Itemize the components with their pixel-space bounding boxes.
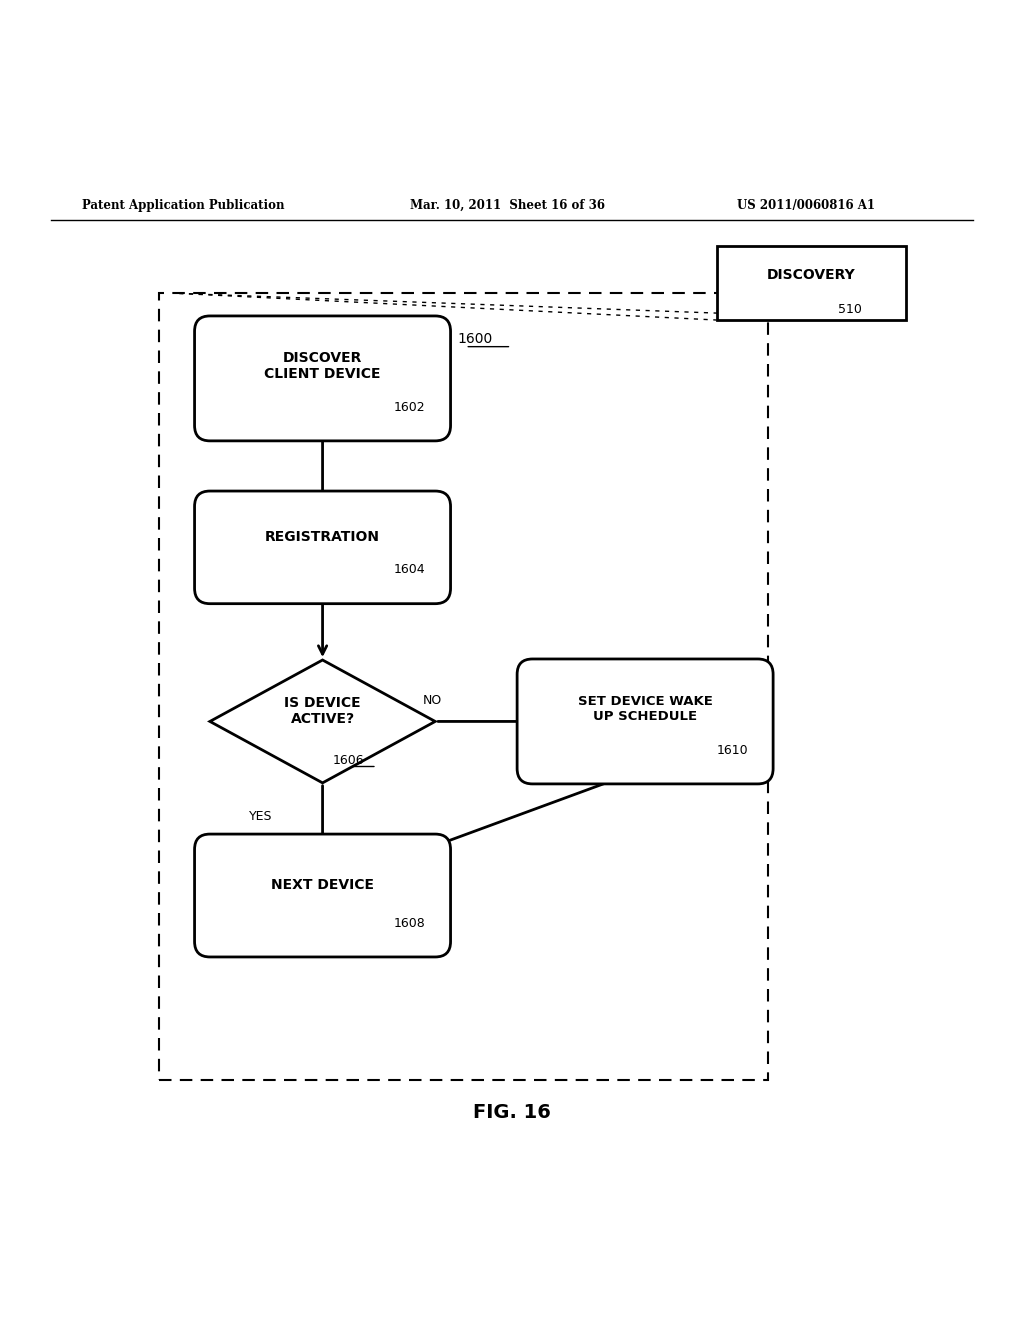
Text: 1602: 1602	[394, 400, 425, 413]
Text: 1604: 1604	[394, 564, 425, 577]
Text: 1600: 1600	[458, 333, 494, 346]
FancyBboxPatch shape	[159, 293, 768, 1080]
Text: REGISTRATION: REGISTRATION	[265, 531, 380, 544]
Text: 1610: 1610	[717, 743, 748, 756]
Text: SET DEVICE WAKE
UP SCHEDULE: SET DEVICE WAKE UP SCHEDULE	[578, 696, 713, 723]
Text: Patent Application Publication: Patent Application Publication	[82, 199, 285, 211]
Text: 1606: 1606	[333, 754, 364, 767]
Text: 510: 510	[839, 304, 862, 317]
Text: FIG. 16: FIG. 16	[473, 1104, 551, 1122]
Text: NO: NO	[423, 694, 442, 708]
Text: NEXT DEVICE: NEXT DEVICE	[271, 878, 374, 892]
FancyBboxPatch shape	[195, 491, 451, 603]
Polygon shape	[210, 660, 435, 783]
Text: DISCOVER
CLIENT DEVICE: DISCOVER CLIENT DEVICE	[264, 351, 381, 381]
FancyBboxPatch shape	[195, 834, 451, 957]
Text: YES: YES	[250, 809, 272, 822]
FancyBboxPatch shape	[195, 315, 451, 441]
Text: US 2011/0060816 A1: US 2011/0060816 A1	[737, 199, 876, 211]
Text: IS DEVICE
ACTIVE?: IS DEVICE ACTIVE?	[285, 696, 360, 726]
Text: 1608: 1608	[393, 916, 426, 929]
Text: DISCOVERY: DISCOVERY	[767, 268, 856, 282]
FancyBboxPatch shape	[517, 659, 773, 784]
Text: Mar. 10, 2011  Sheet 16 of 36: Mar. 10, 2011 Sheet 16 of 36	[410, 199, 604, 211]
FancyBboxPatch shape	[717, 247, 906, 319]
